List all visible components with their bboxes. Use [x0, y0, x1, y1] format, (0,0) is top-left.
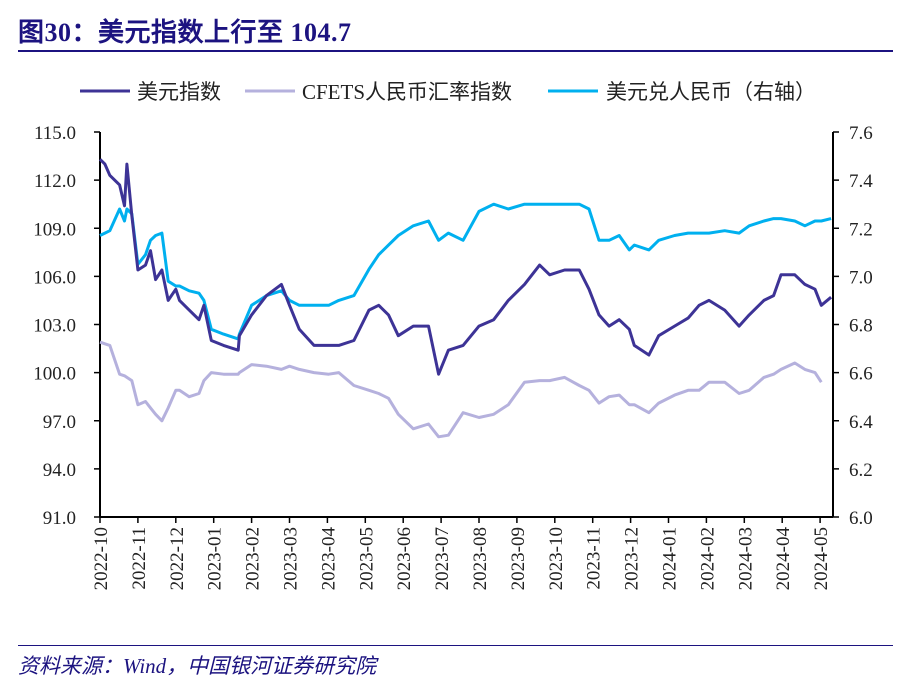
right-tick-label: 7.4	[849, 171, 873, 192]
left-tick-label: 91.0	[43, 508, 76, 529]
left-tick-label: 100.0	[33, 364, 76, 385]
right-tick-label: 6.4	[849, 412, 873, 433]
series-line-2	[99, 340, 823, 439]
x-tick-label: 2023-09	[508, 527, 529, 590]
x-tick-label: 2023-08	[470, 527, 491, 590]
right-tick-label: 7.6	[849, 123, 873, 144]
right-tick-label: 6.0	[849, 508, 873, 529]
title-divider	[18, 50, 893, 52]
left-tick-label: 103.0	[33, 316, 76, 337]
left-tick-label: 115.0	[34, 123, 76, 144]
right-tick-label: 6.2	[849, 460, 873, 481]
left-tick-label: 106.0	[33, 267, 76, 288]
left-tick-label: 94.0	[43, 460, 76, 481]
x-tick-label: 2022-10	[91, 527, 112, 590]
x-tick-label: 2023-12	[622, 527, 643, 590]
legend: 美元指数 CFETS人民币汇率指数 美元兑人民币（右轴）	[80, 80, 816, 104]
x-tick-label: 2023-01	[205, 527, 226, 590]
left-tick-label: 97.0	[43, 412, 76, 433]
left-tick-label: 109.0	[33, 219, 76, 240]
x-tick-label: 2022-11	[129, 527, 150, 590]
x-tick-label: 2023-03	[281, 527, 302, 590]
x-tick-label: 2023-02	[243, 527, 264, 590]
x-tick-label: 2024-02	[697, 527, 718, 590]
right-tick-label: 7.2	[849, 219, 873, 240]
legend-label-1: 美元指数	[137, 80, 221, 104]
x-tick-label: 2024-04	[773, 527, 794, 591]
x-tick-label: 2023-06	[394, 527, 415, 590]
right-tick-label: 6.8	[849, 316, 873, 337]
x-tick-label: 2023-05	[356, 527, 377, 590]
figure-title: 图30：美元指数上行至 104.7	[18, 18, 352, 47]
x-tick-label: 2023-07	[432, 527, 453, 590]
legend-label-3: 美元兑人民币（右轴）	[606, 80, 816, 104]
series-line-1	[98, 158, 833, 376]
x-tick-label: 2023-11	[584, 527, 605, 590]
x-tick-label: 2024-03	[735, 527, 756, 590]
x-tick-label: 2022-12	[167, 527, 188, 590]
x-tick-label: 2023-10	[546, 527, 567, 590]
legend-label-2: CFETS人民币汇率指数	[302, 80, 512, 104]
right-tick-label: 6.6	[849, 364, 873, 385]
x-tick-label: 2023-04	[318, 527, 339, 591]
x-tick-label: 2024-05	[811, 527, 832, 590]
series-lines	[98, 158, 833, 439]
axes: 115.0 112.0 109.0 106.0 103.0 100.0 97.0 94.0 91…	[33, 123, 873, 590]
source-note: 资料来源：Wind，中国银河证券研究院	[18, 654, 377, 678]
footer-divider	[18, 645, 893, 646]
right-tick-label: 7.0	[849, 267, 873, 288]
left-tick-label: 112.0	[34, 171, 76, 192]
series-line-3	[99, 202, 832, 341]
x-tick-label: 2024-01	[660, 527, 681, 590]
